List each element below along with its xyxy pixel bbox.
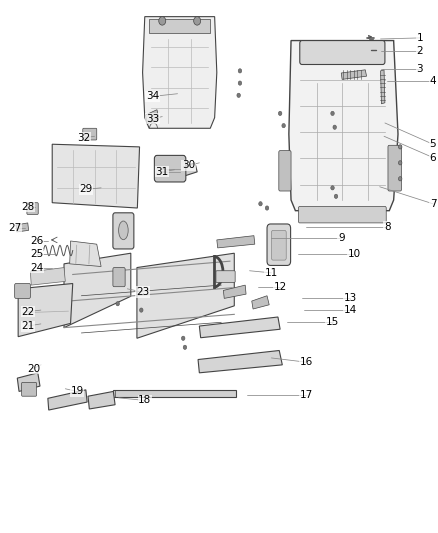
Text: 30: 30 xyxy=(182,160,195,171)
Text: 2: 2 xyxy=(417,46,423,56)
Text: 9: 9 xyxy=(338,233,345,244)
Text: 31: 31 xyxy=(155,167,169,177)
Circle shape xyxy=(181,336,185,341)
Circle shape xyxy=(140,308,143,312)
Text: 29: 29 xyxy=(79,184,92,195)
Circle shape xyxy=(334,194,338,198)
Polygon shape xyxy=(217,236,255,248)
FancyBboxPatch shape xyxy=(21,382,36,396)
Text: 21: 21 xyxy=(21,321,35,331)
Ellipse shape xyxy=(119,221,128,240)
Polygon shape xyxy=(179,163,197,177)
Text: 28: 28 xyxy=(21,202,35,212)
Circle shape xyxy=(238,81,242,85)
FancyBboxPatch shape xyxy=(279,151,291,191)
Polygon shape xyxy=(30,268,65,285)
Text: 15: 15 xyxy=(326,317,339,327)
Text: 17: 17 xyxy=(300,390,313,400)
FancyBboxPatch shape xyxy=(388,146,402,191)
Text: 4: 4 xyxy=(430,77,436,86)
Text: 8: 8 xyxy=(384,222,390,232)
Circle shape xyxy=(331,185,334,190)
Polygon shape xyxy=(17,373,40,391)
FancyBboxPatch shape xyxy=(216,271,235,282)
Text: 13: 13 xyxy=(343,293,357,303)
Text: 16: 16 xyxy=(300,357,313,367)
Text: 26: 26 xyxy=(30,236,43,246)
Circle shape xyxy=(116,302,120,306)
FancyBboxPatch shape xyxy=(272,230,286,260)
Polygon shape xyxy=(199,317,280,338)
Text: 6: 6 xyxy=(430,152,436,163)
Polygon shape xyxy=(289,41,398,211)
FancyBboxPatch shape xyxy=(14,284,30,298)
Text: 18: 18 xyxy=(138,395,152,406)
Polygon shape xyxy=(137,253,234,338)
Circle shape xyxy=(183,345,187,350)
FancyBboxPatch shape xyxy=(83,128,97,140)
Text: 10: 10 xyxy=(348,249,361,259)
Text: 23: 23 xyxy=(136,287,149,297)
Polygon shape xyxy=(52,144,140,208)
Circle shape xyxy=(399,161,402,165)
Polygon shape xyxy=(18,284,73,337)
Text: 22: 22 xyxy=(21,306,35,317)
Circle shape xyxy=(279,111,282,116)
Polygon shape xyxy=(341,70,367,79)
Circle shape xyxy=(399,145,402,149)
Circle shape xyxy=(194,17,201,25)
Text: 34: 34 xyxy=(146,91,159,101)
Circle shape xyxy=(265,206,269,210)
Circle shape xyxy=(238,69,242,73)
Circle shape xyxy=(259,201,262,206)
Text: 14: 14 xyxy=(343,305,357,315)
Polygon shape xyxy=(223,285,246,298)
Polygon shape xyxy=(198,351,283,373)
Polygon shape xyxy=(381,70,385,104)
Circle shape xyxy=(399,176,402,181)
Polygon shape xyxy=(146,110,159,124)
Text: 12: 12 xyxy=(273,282,287,292)
Circle shape xyxy=(159,17,166,25)
Polygon shape xyxy=(16,223,28,232)
Polygon shape xyxy=(70,241,101,266)
Polygon shape xyxy=(143,17,217,128)
Circle shape xyxy=(333,125,336,130)
Text: 3: 3 xyxy=(417,64,423,74)
Text: 24: 24 xyxy=(30,263,43,272)
Text: 11: 11 xyxy=(265,268,278,278)
FancyArrowPatch shape xyxy=(368,36,371,38)
FancyBboxPatch shape xyxy=(267,224,290,265)
Polygon shape xyxy=(252,296,269,309)
Text: 1: 1 xyxy=(417,33,423,43)
FancyBboxPatch shape xyxy=(113,213,134,249)
Text: 5: 5 xyxy=(430,139,436,149)
Circle shape xyxy=(282,124,286,128)
FancyBboxPatch shape xyxy=(113,268,125,287)
Bar xyxy=(113,390,236,397)
Polygon shape xyxy=(88,391,115,409)
Text: 7: 7 xyxy=(430,199,436,209)
Text: 27: 27 xyxy=(8,223,21,233)
FancyBboxPatch shape xyxy=(300,41,385,64)
FancyBboxPatch shape xyxy=(27,203,38,214)
Text: 20: 20 xyxy=(27,364,40,374)
FancyBboxPatch shape xyxy=(298,206,386,223)
Circle shape xyxy=(237,93,240,98)
Bar xyxy=(149,19,210,33)
Circle shape xyxy=(331,111,334,116)
Text: 32: 32 xyxy=(77,133,90,143)
FancyBboxPatch shape xyxy=(154,156,186,182)
Text: 33: 33 xyxy=(146,114,159,124)
Polygon shape xyxy=(64,253,131,328)
Text: 25: 25 xyxy=(30,249,43,259)
Polygon shape xyxy=(48,390,87,410)
Text: 19: 19 xyxy=(71,386,84,397)
